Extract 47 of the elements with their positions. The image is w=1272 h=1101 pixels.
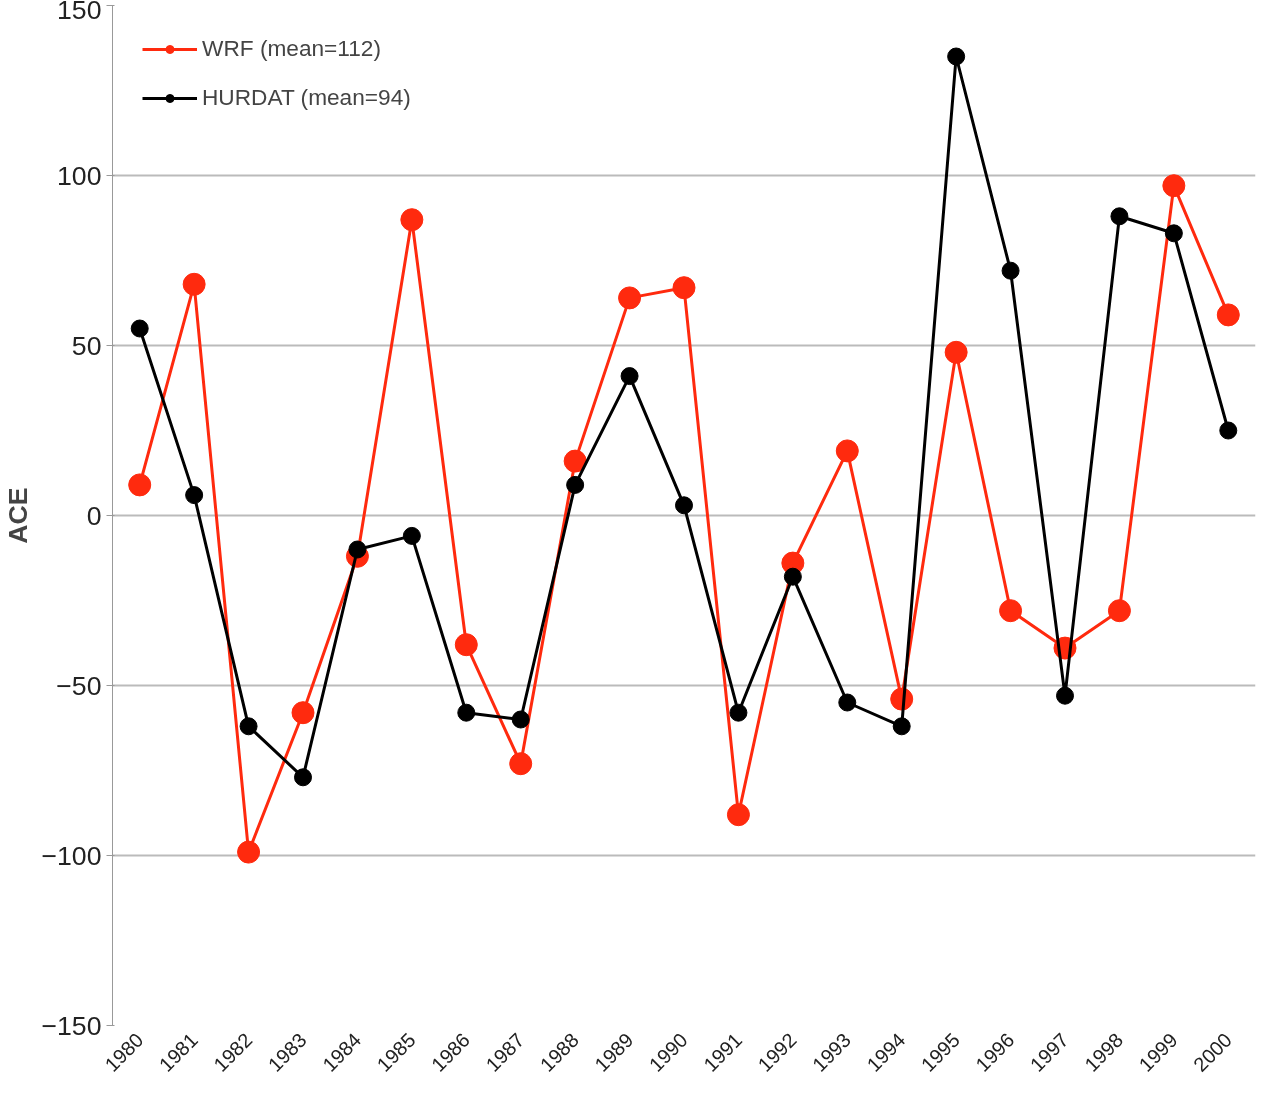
point — [239, 717, 258, 736]
point — [726, 803, 750, 827]
legend-label: HURDAT (mean=94) — [202, 84, 411, 111]
point — [128, 473, 152, 497]
point — [511, 710, 530, 729]
legend-label: WRF (mean=112) — [202, 35, 381, 62]
y-tick-label: −50 — [56, 670, 102, 701]
y-tick-label: 100 — [57, 160, 102, 191]
point — [130, 319, 149, 338]
point — [947, 47, 966, 66]
point — [1056, 686, 1074, 705]
y-tick-label: 0 — [86, 500, 102, 531]
point — [457, 703, 476, 722]
point — [509, 752, 533, 776]
point — [294, 768, 312, 787]
point — [237, 840, 261, 864]
point — [835, 439, 859, 463]
point — [783, 567, 802, 586]
point — [944, 340, 968, 364]
point — [291, 701, 315, 725]
point — [182, 272, 206, 296]
point — [620, 367, 639, 386]
point — [672, 276, 696, 300]
point — [185, 486, 204, 505]
y-axis-title: ACE — [3, 487, 34, 544]
y-tick-label: 150 — [57, 0, 102, 25]
point — [675, 496, 693, 515]
point — [1162, 174, 1186, 198]
point — [1107, 599, 1131, 623]
point — [1219, 421, 1238, 440]
point — [838, 693, 857, 712]
point — [402, 526, 421, 545]
point — [1001, 261, 1020, 280]
point — [400, 208, 424, 232]
y-tick-label: −150 — [41, 1010, 102, 1041]
point — [1216, 303, 1240, 327]
point — [729, 703, 748, 722]
point — [999, 599, 1023, 623]
point — [1164, 224, 1183, 243]
y-tick-label: 50 — [71, 330, 102, 361]
point — [563, 449, 587, 473]
y-tick-label: −100 — [41, 840, 102, 871]
point — [454, 633, 478, 657]
point — [618, 286, 642, 310]
point — [566, 475, 585, 494]
point — [1110, 207, 1129, 226]
point — [892, 717, 911, 736]
